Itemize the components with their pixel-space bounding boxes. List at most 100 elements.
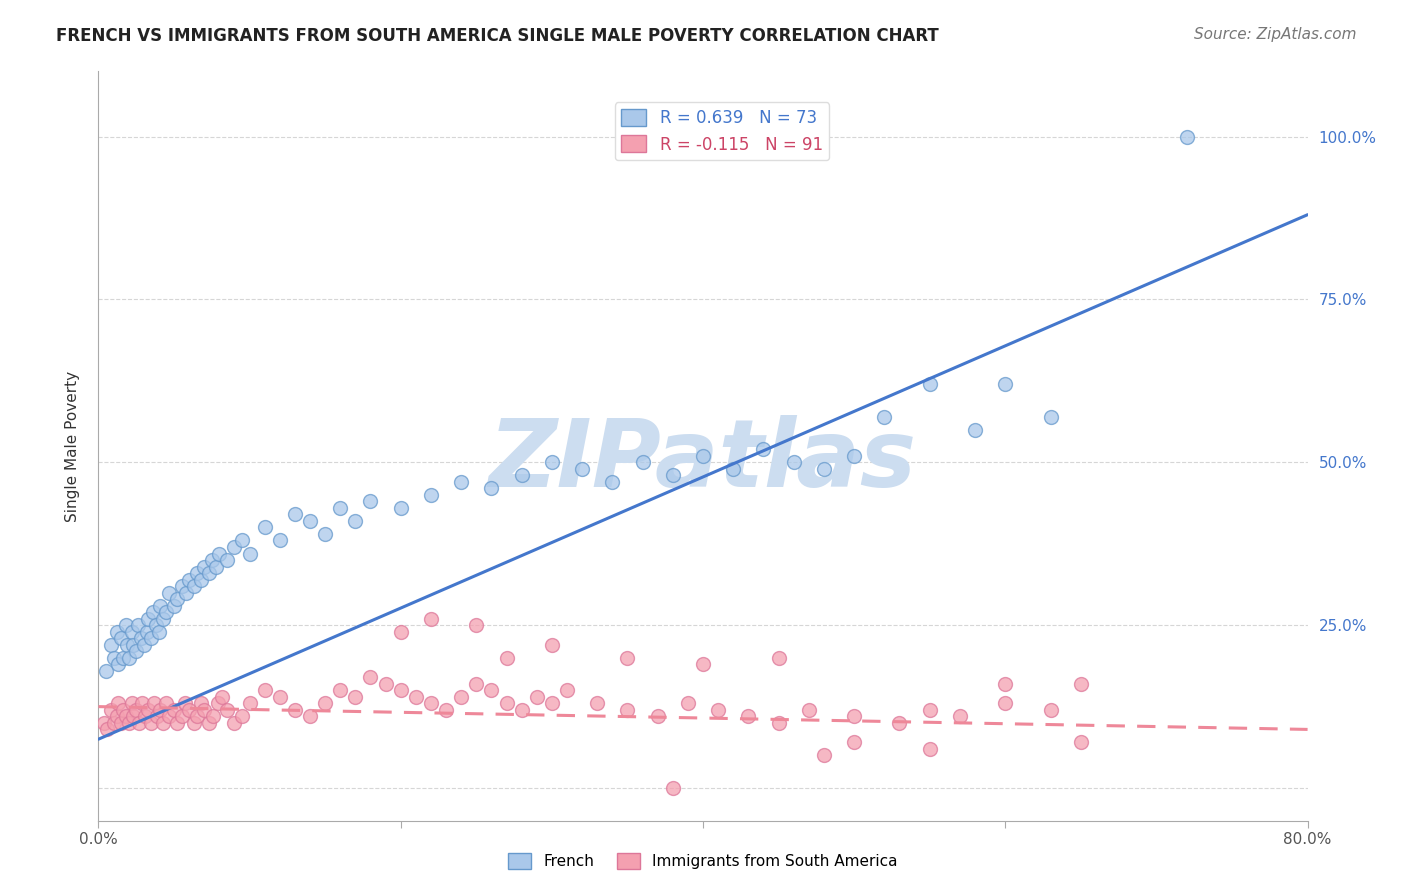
Point [159, 709, 181, 723]
Point [170, 579, 193, 593]
Point [571, 462, 593, 476]
Point [186, 566, 208, 580]
Point [510, 468, 533, 483]
Point [110, 715, 132, 730]
Y-axis label: Single Male Poverty: Single Male Poverty [65, 370, 80, 522]
Point [197, 566, 219, 580]
Point [1070, 677, 1092, 691]
Point [155, 697, 177, 711]
Point [1175, 129, 1198, 144]
Point [107, 657, 129, 672]
Point [114, 618, 136, 632]
Point [752, 442, 775, 457]
Point [344, 690, 367, 704]
Point [540, 455, 562, 469]
Text: FRENCH VS IMMIGRANTS FROM SOUTH AMERICA SINGLE MALE POVERTY CORRELATION CHART: FRENCH VS IMMIGRANTS FROM SOUTH AMERICA … [56, 27, 939, 45]
Point [450, 690, 472, 704]
Point [434, 703, 457, 717]
Point [103, 650, 125, 665]
Point [159, 585, 181, 599]
Point [631, 455, 654, 469]
Point [526, 690, 548, 704]
Point [114, 709, 136, 723]
Point [450, 475, 472, 489]
Point [1070, 735, 1092, 749]
Point [965, 423, 987, 437]
Point [224, 540, 246, 554]
Point [93, 715, 115, 730]
Point [299, 709, 322, 723]
Point [405, 690, 427, 704]
Point [737, 709, 759, 723]
Point [420, 697, 443, 711]
Point [121, 624, 143, 639]
Point [389, 500, 412, 515]
Point [314, 527, 336, 541]
Point [201, 553, 224, 567]
Point [111, 650, 134, 665]
Point [103, 715, 125, 730]
Point [208, 547, 231, 561]
Point [360, 670, 382, 684]
Point [329, 500, 352, 515]
Point [540, 697, 562, 711]
Point [284, 703, 307, 717]
Point [125, 703, 148, 717]
Point [179, 573, 201, 587]
Point [197, 715, 219, 730]
Point [768, 650, 790, 665]
Point [616, 703, 638, 717]
Point [100, 703, 122, 717]
Point [918, 742, 941, 756]
Point [299, 514, 322, 528]
Point [105, 624, 128, 639]
Point [844, 709, 866, 723]
Point [193, 559, 215, 574]
Point [135, 624, 157, 639]
Point [152, 612, 174, 626]
Point [994, 677, 1017, 691]
Point [166, 715, 188, 730]
Point [110, 631, 132, 645]
Point [183, 715, 205, 730]
Point [231, 709, 253, 723]
Point [145, 618, 167, 632]
Point [231, 533, 253, 548]
Point [692, 657, 714, 672]
Point [239, 547, 262, 561]
Point [813, 748, 835, 763]
Point [389, 624, 412, 639]
Point [844, 735, 866, 749]
Point [163, 703, 186, 717]
Point [239, 697, 262, 711]
Point [183, 579, 205, 593]
Point [149, 599, 172, 613]
Point [134, 709, 156, 723]
Point [174, 585, 197, 599]
Point [1039, 703, 1062, 717]
Point [374, 677, 396, 691]
Point [146, 709, 169, 723]
Point [118, 715, 141, 730]
Point [586, 697, 609, 711]
Point [495, 697, 517, 711]
Point [118, 650, 141, 665]
Point [269, 690, 291, 704]
Point [314, 697, 336, 711]
Point [105, 709, 128, 723]
Point [152, 715, 174, 730]
Point [692, 449, 714, 463]
Point [96, 723, 118, 737]
Point [918, 377, 941, 392]
Point [136, 612, 159, 626]
Point [510, 703, 533, 717]
Point [190, 573, 212, 587]
Point [844, 449, 866, 463]
Point [142, 605, 165, 619]
Point [616, 650, 638, 665]
Point [128, 715, 150, 730]
Point [768, 715, 790, 730]
Point [253, 520, 276, 534]
Point [179, 703, 201, 717]
Point [127, 618, 149, 632]
